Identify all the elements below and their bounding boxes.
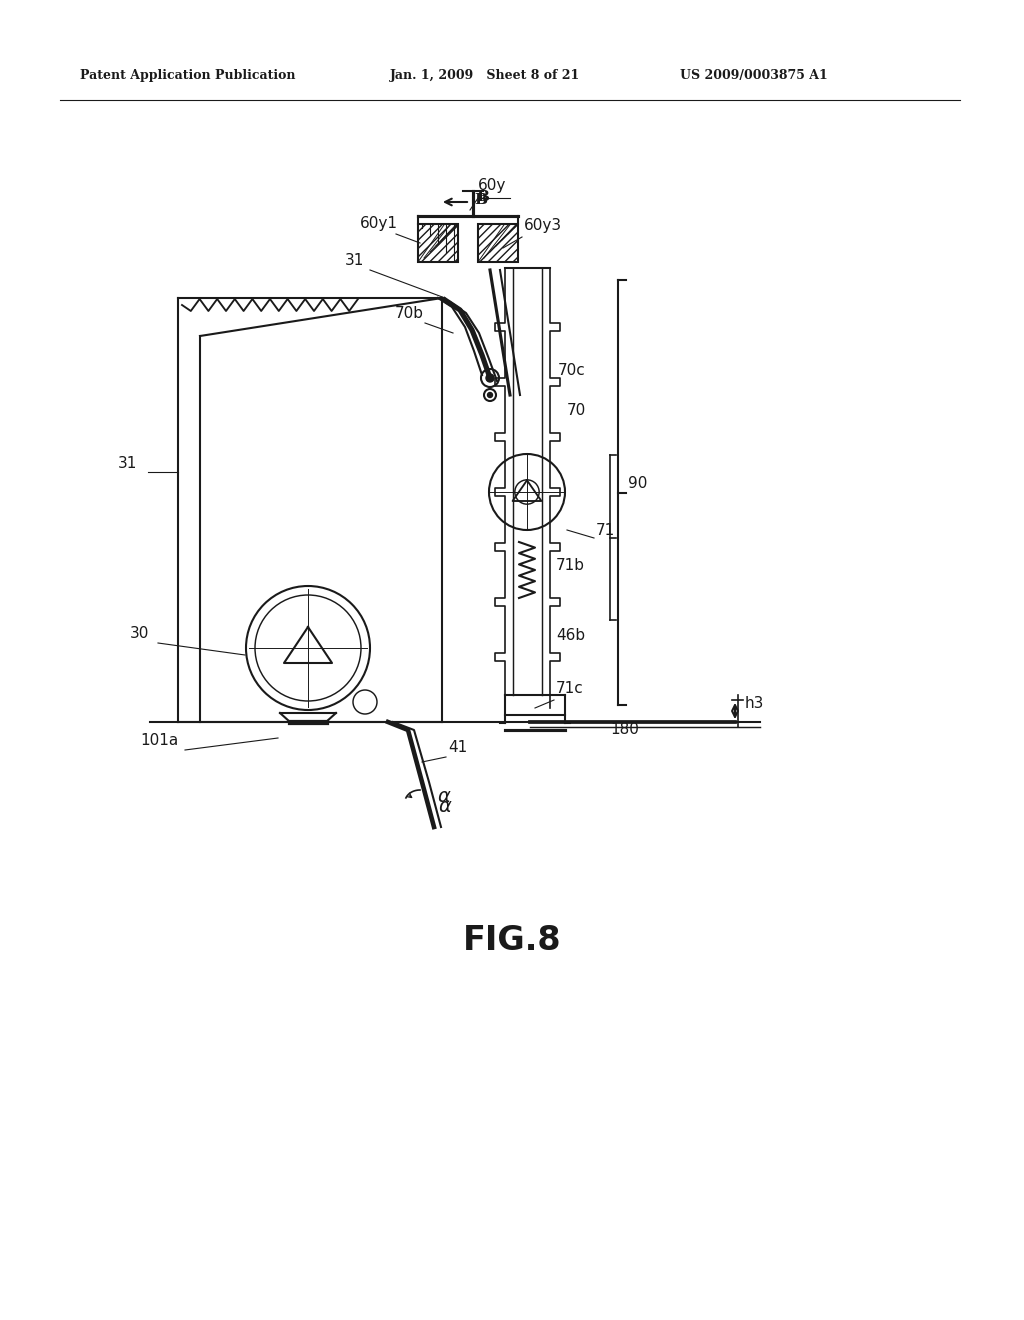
Text: 180: 180 bbox=[610, 722, 639, 737]
Text: 30: 30 bbox=[130, 626, 150, 642]
Text: 71b: 71b bbox=[556, 558, 585, 573]
Text: h3: h3 bbox=[745, 696, 764, 711]
Text: 101a: 101a bbox=[140, 733, 178, 748]
Text: Jan. 1, 2009   Sheet 8 of 21: Jan. 1, 2009 Sheet 8 of 21 bbox=[390, 69, 581, 82]
Text: 90: 90 bbox=[628, 477, 647, 491]
Text: 71c: 71c bbox=[556, 681, 584, 696]
Text: 70: 70 bbox=[567, 403, 587, 418]
Text: B: B bbox=[474, 193, 487, 207]
Text: 31: 31 bbox=[345, 253, 365, 268]
Text: Patent Application Publication: Patent Application Publication bbox=[80, 69, 296, 82]
Text: $\alpha$: $\alpha$ bbox=[438, 797, 453, 817]
Text: US 2009/0003875 A1: US 2009/0003875 A1 bbox=[680, 69, 827, 82]
Text: 41: 41 bbox=[449, 741, 467, 755]
Text: FIG.8: FIG.8 bbox=[463, 924, 561, 957]
Text: 60y3: 60y3 bbox=[524, 218, 562, 234]
Text: 46b: 46b bbox=[556, 628, 585, 643]
Bar bbox=[418, 224, 458, 261]
Text: 60y: 60y bbox=[478, 178, 507, 193]
Text: $\alpha$: $\alpha$ bbox=[437, 788, 452, 807]
Text: 60y1: 60y1 bbox=[360, 216, 398, 231]
Text: 31: 31 bbox=[118, 455, 137, 471]
Text: 71: 71 bbox=[596, 523, 615, 539]
Bar bbox=[478, 224, 518, 261]
Circle shape bbox=[486, 374, 494, 381]
Text: B: B bbox=[476, 190, 489, 205]
Text: 70b: 70b bbox=[395, 306, 424, 321]
Text: 70c: 70c bbox=[558, 363, 586, 378]
Circle shape bbox=[487, 392, 493, 397]
